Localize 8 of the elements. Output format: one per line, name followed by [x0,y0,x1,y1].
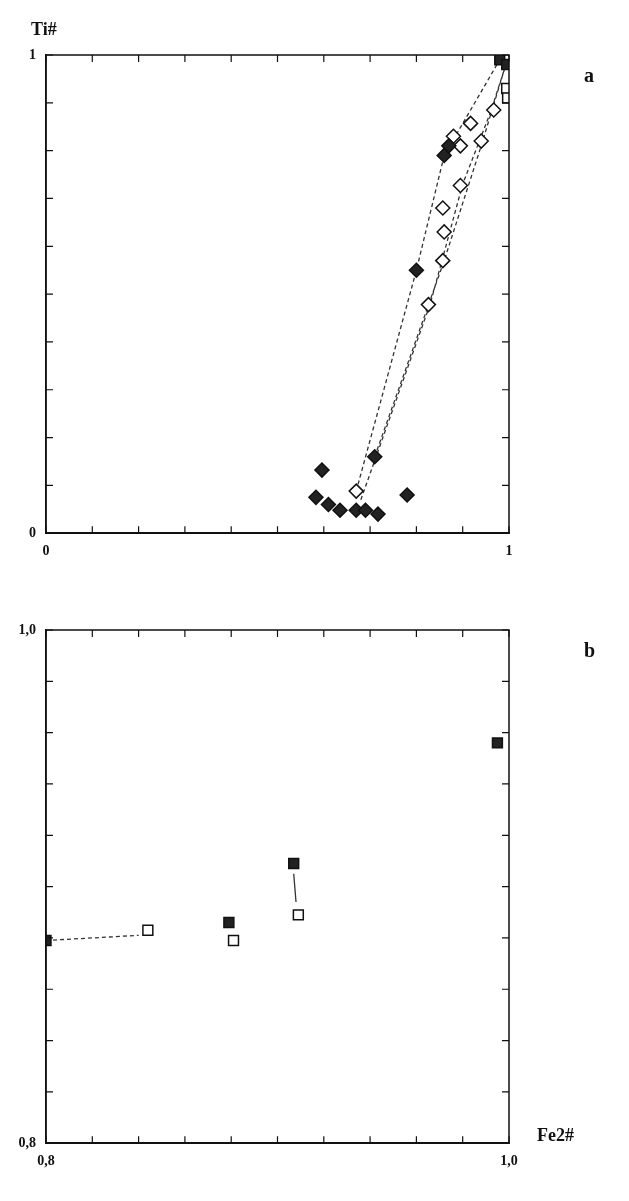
y-tick-label: 0 [29,524,36,540]
y-tick-label: 1 [29,46,36,62]
x-axis-title: Fe2# [537,1124,574,1145]
text: a [584,64,594,87]
y-tick-label: 0,8 [18,1134,36,1150]
y-tick-label: 1,0 [18,621,36,637]
text: b [584,639,596,662]
y-axis-title: Ti# [31,18,57,39]
